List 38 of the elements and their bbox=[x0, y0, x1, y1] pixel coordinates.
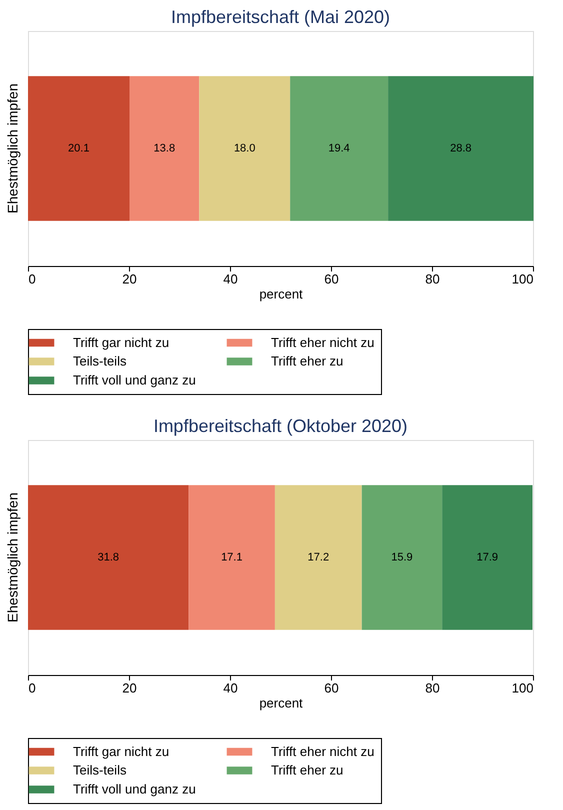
legend-label: Trifft voll und ganz zu bbox=[73, 782, 196, 796]
x-tick-label: 100 bbox=[512, 272, 534, 286]
data-label: 15.9 bbox=[391, 552, 413, 564]
x-tick-label: 0 bbox=[28, 272, 36, 286]
x-axis-title: percent bbox=[259, 696, 304, 710]
data-label: 18.0 bbox=[234, 142, 256, 154]
x-axis-title: percent bbox=[259, 286, 304, 302]
x-tick-label: 20 bbox=[122, 272, 137, 286]
x-tick-label: 40 bbox=[223, 272, 238, 286]
x-tick-label: 0 bbox=[28, 680, 36, 696]
data-label: 19.4 bbox=[328, 142, 350, 154]
x-tick-label: 60 bbox=[324, 272, 339, 286]
chart-title: Impfbereitschaft (Oktober 2020) bbox=[153, 416, 408, 436]
x-tick-label: 40 bbox=[223, 680, 238, 696]
legend-label: Teils-teils bbox=[73, 354, 127, 368]
y-tick-label: Ehestmöglich impfen bbox=[4, 84, 20, 214]
data-label: 31.8 bbox=[98, 552, 120, 564]
legend-label: Trifft eher nicht zu bbox=[271, 744, 374, 759]
legend-label: Trifft eher zu bbox=[271, 762, 344, 778]
legend-label: Trifft voll und ganz zu bbox=[73, 372, 196, 388]
legend-label: Trifft gar nicht zu bbox=[73, 744, 170, 759]
legend-label: Teils-teils bbox=[73, 762, 127, 778]
x-tick-label: 20 bbox=[122, 680, 137, 696]
legend-label: Trifft eher zu bbox=[271, 354, 344, 368]
data-label: 28.8 bbox=[450, 142, 472, 154]
data-label: 20.1 bbox=[68, 142, 90, 154]
x-tick-label: 100 bbox=[512, 680, 534, 696]
x-tick-label: 80 bbox=[425, 272, 440, 286]
data-label: 17.1 bbox=[221, 552, 242, 564]
data-label: 17.2 bbox=[308, 552, 330, 564]
legend-label: Trifft eher nicht zu bbox=[271, 334, 374, 350]
x-tick-label: 60 bbox=[324, 680, 339, 696]
data-label: 13.8 bbox=[154, 142, 176, 154]
chart-title: Impfbereitschaft (Mai 2020) bbox=[170, 7, 390, 27]
x-tick-label: 80 bbox=[425, 680, 440, 696]
data-label: 17.9 bbox=[476, 552, 498, 564]
y-tick-label: Ehestmöglich impfen bbox=[4, 492, 20, 622]
legend-label: Trifft gar nicht zu bbox=[73, 334, 170, 350]
